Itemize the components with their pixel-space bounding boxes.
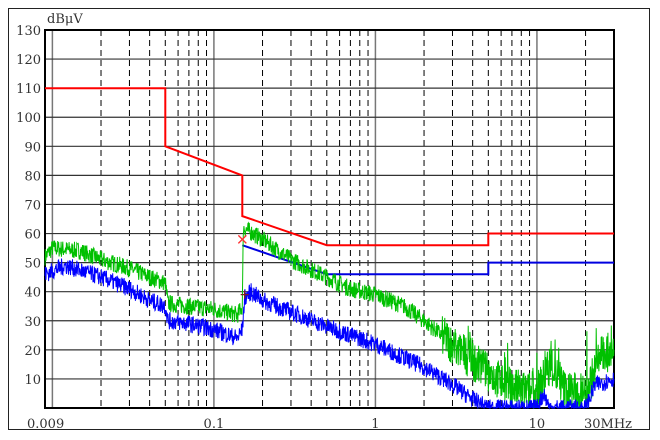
measurement-trace	[44, 221, 615, 409]
x-tick-label: 10	[529, 417, 546, 432]
y-tick-label: 120	[16, 53, 41, 68]
marker-plus	[240, 290, 249, 299]
y-tick-label: 40	[24, 286, 41, 301]
marker-stroke	[237, 234, 247, 244]
plot-border	[44, 29, 615, 409]
y-tick-label: 60	[24, 228, 41, 243]
chart-frame	[8, 8, 650, 430]
x-tick-label: 1	[371, 417, 379, 432]
y-tick-label: 130	[16, 24, 41, 39]
y-tick-label: 90	[24, 140, 41, 155]
marker-cross	[237, 234, 247, 244]
x-tick-label: 30MHz	[584, 417, 632, 432]
y-tick-label: 70	[24, 198, 41, 213]
y-tick-label: 30	[24, 315, 41, 330]
y-tick-label: 80	[24, 169, 41, 184]
x-tick-label: 0.009	[27, 417, 64, 432]
y-tick-label: 100	[16, 111, 41, 126]
y-tick-label: 110	[16, 82, 41, 97]
y-axis-label: dBμV	[47, 12, 83, 27]
y-tick-label: 50	[24, 257, 41, 272]
measurement-trace	[44, 258, 615, 410]
y-tick-label: 10	[24, 373, 41, 388]
x-tick-label: 0.1	[204, 417, 225, 432]
limit-line	[45, 87, 614, 247]
y-tick-label: 20	[24, 344, 41, 359]
